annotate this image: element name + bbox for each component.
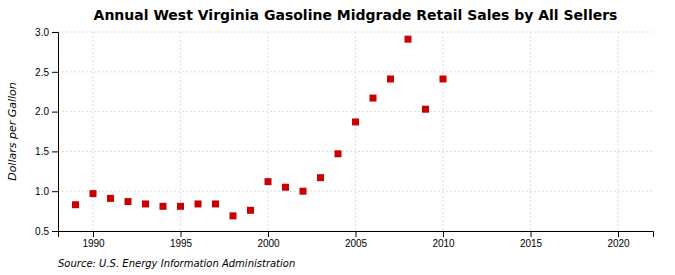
grid-line-y (58, 111, 653, 112)
x-tick: 1990 (82, 231, 105, 249)
x-tick-mark (181, 231, 182, 237)
x-tick-mark (443, 231, 444, 237)
point (335, 150, 342, 157)
x-tick-label: 2020 (607, 238, 630, 249)
y-tick-label: 0.5 (35, 226, 49, 237)
x-tick-label: 2015 (520, 238, 543, 249)
point (90, 190, 97, 197)
grid-line-y (58, 71, 653, 72)
plot: 1990 1995 2000 2005 2010 2015 2020 0.5 1.0 1.5 2.0… (35, 27, 653, 249)
grid-line-y (58, 151, 653, 152)
y-tick: 1.5 (35, 146, 58, 157)
point (405, 36, 412, 43)
title: Annual West Virginia Gasoline Midgrade R… (94, 7, 618, 23)
annotation: Source: U.S. Energy Information Administ… (58, 258, 295, 269)
x-tick-label: 1995 (170, 238, 193, 249)
grid-line-x (443, 32, 444, 231)
point (317, 174, 324, 181)
x-tick-mark (618, 231, 619, 237)
x-tick: 2000 (257, 231, 280, 249)
y-tick-mark (52, 191, 58, 192)
x-tick-mark (93, 231, 94, 237)
y-axis: 0.5 1.0 1.5 2.0 2.5 3.0 (35, 27, 58, 237)
grid-line-x (618, 32, 619, 231)
y-tick-mark (52, 72, 58, 73)
points (72, 36, 447, 220)
y-tick-mark (52, 231, 58, 232)
y-tick: 2.5 (35, 67, 58, 78)
y-tick: 0.5 (35, 226, 58, 237)
point (142, 200, 149, 207)
y-tick-label: 1.0 (35, 186, 49, 197)
point (352, 118, 359, 125)
grid-line-x (268, 32, 269, 231)
y-tick-label: 2.5 (35, 67, 49, 78)
grid (58, 32, 653, 231)
x-tick: 2005 (345, 231, 368, 249)
y-tick-mark (52, 112, 58, 113)
point (72, 201, 79, 208)
point (440, 75, 447, 82)
point (125, 198, 132, 205)
y-tick: 3.0 (35, 27, 58, 38)
y-tick-mark (52, 32, 58, 33)
y-tick-mark (52, 151, 58, 152)
grid-line-x (180, 32, 181, 231)
y-tick: 2.0 (35, 106, 58, 117)
grid-line-y (58, 191, 653, 192)
point (422, 106, 429, 113)
point (265, 178, 272, 185)
y-axis-label: Dollars per Gallon (6, 82, 19, 181)
y-tick-label: 1.5 (35, 146, 49, 157)
grid-line-x (93, 32, 94, 231)
x-tick-mark (531, 231, 532, 237)
x-tick: 1995 (170, 231, 193, 249)
point (107, 195, 114, 202)
point (212, 200, 219, 207)
x-tick-label: 2010 (432, 238, 455, 249)
x-tick-mark (356, 231, 357, 237)
point (230, 212, 237, 219)
point (387, 75, 394, 82)
point (177, 203, 184, 210)
x-axis: 1990 1995 2000 2005 2010 2015 2020 (59, 231, 654, 249)
y-tick: 1.0 (35, 186, 58, 197)
x-tick-label: 2000 (257, 238, 280, 249)
x-tick: 2010 (432, 231, 455, 249)
x-tick: 2015 (520, 231, 543, 249)
point (300, 188, 307, 195)
y-tick-label: 2.0 (35, 106, 49, 117)
x-tick-label: 2005 (345, 238, 368, 249)
chart: 1990 1995 2000 2005 2010 2015 2020 0.5 1.0 1.5 2.0… (0, 0, 675, 275)
point (247, 207, 254, 214)
point (282, 184, 289, 191)
x-axis-line (59, 232, 654, 238)
x-tick-mark (268, 231, 269, 237)
point (195, 200, 202, 207)
y-axis-line (52, 33, 59, 232)
x-tick: 2020 (607, 231, 630, 249)
grid-line-x (355, 32, 356, 231)
grid-line-y (58, 32, 653, 33)
point (370, 95, 377, 102)
y-tick-label: 3.0 (35, 27, 49, 38)
grid-line-x (530, 32, 531, 231)
point (160, 203, 167, 210)
x-tick-label: 1990 (82, 238, 105, 249)
